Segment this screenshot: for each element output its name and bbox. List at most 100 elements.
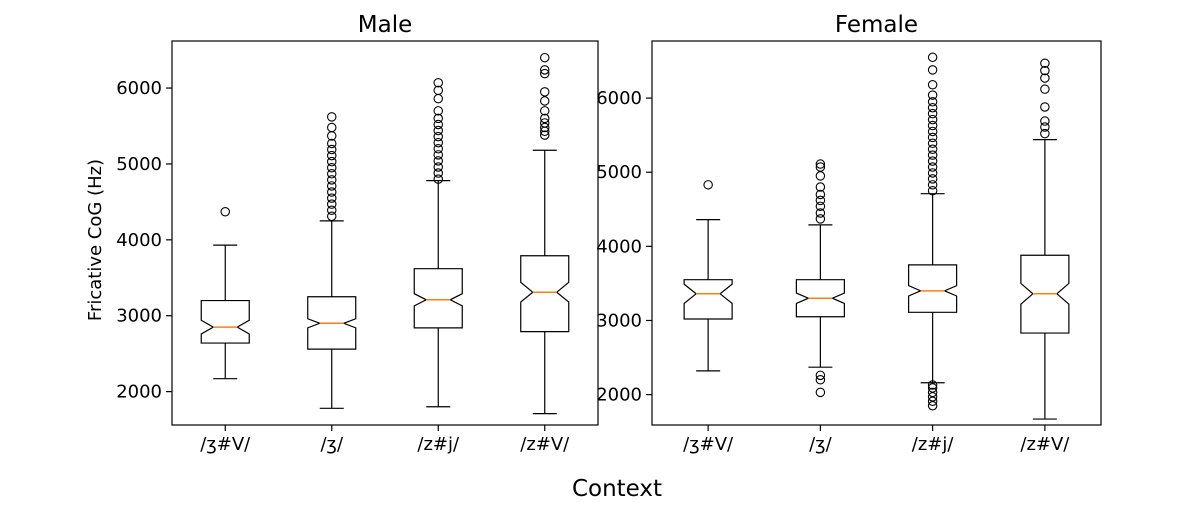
- outlier-point: [927, 114, 938, 125]
- outlier-point: [815, 214, 826, 224]
- outlier-point: [326, 150, 337, 161]
- outlier-point: [539, 106, 550, 116]
- outlier-point: [927, 102, 938, 113]
- outlier-point: [326, 193, 337, 203]
- outlier-point: [326, 181, 337, 191]
- plot-frame: [171, 40, 599, 426]
- plot-frame: [651, 40, 1102, 426]
- outlier-point: [433, 174, 443, 184]
- outlier-point: [927, 52, 938, 63]
- outlier-point: [326, 199, 337, 209]
- box-4: [1020, 58, 1070, 420]
- outlier-point: [815, 189, 826, 200]
- box-4: [520, 52, 570, 415]
- y-tick-label: 3000: [596, 310, 642, 331]
- outlier-point: [326, 162, 337, 173]
- box-group: [200, 52, 570, 415]
- x-tick-label: /z#j/: [417, 434, 460, 455]
- outlier-point: [927, 168, 938, 178]
- x-axis-label: Context: [572, 476, 662, 502]
- outlier-point: [815, 162, 826, 172]
- outlier-point: [815, 159, 826, 169]
- outlier-point: [326, 112, 337, 122]
- outlier-point: [539, 68, 550, 79]
- panel-title: Male: [358, 12, 412, 38]
- outlier-point: [326, 169, 337, 179]
- y-tick-label: 2000: [116, 382, 162, 403]
- y-tick-label: 5000: [116, 154, 162, 175]
- outlier-point: [326, 144, 337, 155]
- notched-box: [683, 279, 733, 320]
- y-tick-label: 6000: [116, 78, 162, 99]
- outlier-point: [1040, 122, 1050, 132]
- outlier-point: [433, 131, 443, 142]
- outlier-point: [433, 85, 443, 96]
- outlier-point: [927, 120, 938, 131]
- outlier-point: [815, 195, 826, 206]
- outlier-point: [220, 207, 231, 217]
- outlier-point: [433, 113, 443, 124]
- x-tick-label: /z#j/: [912, 434, 955, 455]
- outlier-point: [433, 125, 443, 136]
- y-tick-label: 4000: [116, 230, 162, 251]
- outlier-point: [927, 150, 938, 160]
- outlier-point: [927, 144, 938, 154]
- x-ticks: /ʒ#V/ /ʒ/ /z#j/ /z#V/: [200, 425, 570, 455]
- y-ticks: 2000 3000 4000 5000 6000: [116, 78, 172, 403]
- panel-title: Female: [835, 12, 918, 38]
- outlier-point: [927, 138, 938, 149]
- y-tick-label: 5000: [596, 162, 642, 183]
- x-tick-label: /z#V/: [520, 434, 570, 455]
- outlier-point: [326, 156, 337, 167]
- outlier-point: [433, 168, 443, 178]
- y-tick-label: 6000: [596, 88, 642, 109]
- box-2: [307, 112, 357, 409]
- outlier-point: [815, 370, 826, 381]
- outlier-point: [1040, 58, 1050, 68]
- outlier-point: [1040, 116, 1050, 126]
- outlier-point: [539, 122, 550, 133]
- box-1: [200, 207, 250, 380]
- outlier-point: [1040, 102, 1050, 112]
- outlier-point: [433, 156, 443, 166]
- outlier-point: [815, 182, 826, 192]
- outlier-point: [703, 180, 713, 190]
- outlier-point: [927, 126, 938, 137]
- outlier-point: [927, 97, 938, 107]
- outlier-point: [326, 138, 337, 149]
- outlier-point: [927, 380, 938, 390]
- box-2: [795, 159, 845, 398]
- notched-box: [413, 268, 463, 329]
- x-tick-label: /ʒ#V/: [200, 434, 251, 455]
- outlier-point: [433, 162, 443, 172]
- outlier-point: [927, 90, 938, 100]
- notched-box: [795, 279, 845, 318]
- outlier-point: [433, 144, 443, 154]
- outlier-point: [1040, 65, 1050, 76]
- box-1: [683, 180, 733, 372]
- outlier-point: [326, 205, 337, 215]
- outlier-point: [927, 108, 938, 119]
- outlier-point: [927, 162, 938, 172]
- outlier-point: [433, 150, 443, 160]
- outlier-point: [433, 77, 443, 88]
- outlier-point: [927, 156, 938, 166]
- outlier-point: [433, 106, 443, 116]
- outlier-point: [927, 79, 938, 90]
- outlier-point: [539, 52, 550, 63]
- outlier-point: [539, 87, 550, 97]
- box-group: [683, 52, 1070, 420]
- outlier-point: [539, 113, 550, 124]
- x-tick-label: /z#V/: [1020, 434, 1070, 455]
- y-ticks: 2000 3000 4000 5000 6000: [596, 88, 652, 406]
- outlier-point: [815, 201, 826, 212]
- x-tick-label: /ʒ/: [320, 434, 343, 455]
- y-axis-label: Fricative CoG (Hz): [85, 159, 106, 321]
- notched-box: [1020, 254, 1070, 334]
- box-3: [413, 77, 463, 408]
- outlier-point: [326, 122, 337, 133]
- y-tick-label: 2000: [596, 385, 642, 406]
